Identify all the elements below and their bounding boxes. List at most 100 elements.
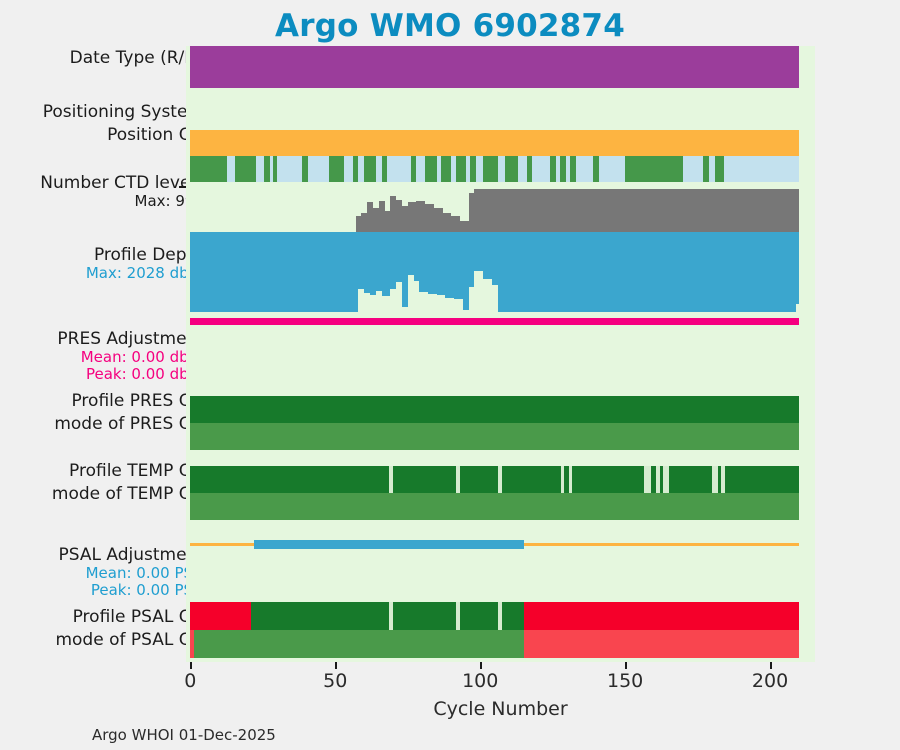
data-segment (526, 156, 533, 182)
data-segment (555, 156, 560, 182)
profile-depth-bar (497, 232, 797, 312)
data-segment (436, 156, 442, 182)
data-segment (720, 466, 726, 493)
data-segment (523, 630, 800, 658)
row-label-line: mode of TEMP QC (51, 484, 204, 504)
page-title: Argo WMO 6902874 (275, 8, 625, 44)
data-segment (625, 156, 684, 182)
row-label-line: Max: 995 (134, 192, 204, 211)
row-label-line: Profile Depth (93, 245, 204, 265)
data-segment (659, 466, 663, 493)
row-label-line: Mean: 0.00 PSU (85, 564, 204, 583)
data-segment (255, 156, 265, 182)
x-axis-ticks (186, 662, 815, 672)
data-segment (504, 156, 518, 182)
data-segment (301, 156, 308, 182)
data-segment (703, 156, 710, 182)
profile-depth-bar (419, 232, 429, 292)
profile-depth-bar (396, 232, 402, 283)
data-segment (501, 602, 524, 630)
pres-adjustment-line (190, 318, 800, 325)
row-mode-psal-qc (186, 630, 815, 658)
data-segment (441, 156, 452, 182)
row-label-number-ctd-levels: Number CTD levels Max: 995 (0, 173, 204, 211)
data-segment (375, 156, 382, 182)
profile-depth-bar (370, 232, 376, 296)
data-segment (725, 466, 800, 493)
row-psal-adjustment (186, 536, 815, 596)
data-segment (190, 602, 252, 630)
data-segment (364, 156, 376, 182)
x-tick-50 (335, 662, 337, 669)
data-segment (352, 156, 359, 182)
data-segment (575, 156, 594, 182)
data-segment (501, 466, 562, 493)
data-segment (272, 156, 278, 182)
x-tick-100 (480, 662, 482, 669)
profile-depth-bar (358, 232, 365, 290)
data-segment (532, 156, 550, 182)
profile-depth-bar (364, 232, 371, 294)
profile-depth-bar (483, 232, 492, 279)
data-segment (190, 630, 194, 658)
x-tick-200 (770, 662, 772, 669)
data-segment (709, 156, 715, 182)
data-segment (651, 466, 656, 493)
data-segment (329, 156, 344, 182)
data-segment (381, 156, 388, 182)
data-segment (497, 602, 502, 630)
data-segment (416, 156, 426, 182)
profile-depth-bar (445, 232, 455, 299)
row-label-line: Mean: 0.00 dbar (80, 348, 204, 367)
ctd-level-bar (468, 192, 475, 268)
row-label-profile-depth: Profile Depth Max: 2028 dbar (0, 245, 204, 282)
row-profile-psal-qc (186, 602, 815, 630)
row-position-qc (186, 156, 815, 182)
data-segment (470, 156, 476, 182)
data-segment (565, 156, 571, 182)
data-segment (668, 466, 713, 493)
data-segment (393, 466, 456, 493)
data-segment (277, 156, 302, 182)
row-label-line: Profile TEMP QC (69, 461, 204, 481)
x-tick-label-50: 50 (323, 670, 348, 692)
x-tick-label-100: 100 (462, 670, 499, 692)
profile-depth-bar (401, 232, 408, 307)
profile-depth-bar (462, 232, 469, 311)
data-segment (497, 156, 505, 182)
data-segment (662, 466, 669, 493)
data-segment (459, 602, 498, 630)
row-label-position-qc: Position QC (0, 125, 204, 145)
ctd-level-bar (372, 207, 379, 268)
data-segment (455, 466, 460, 493)
data-segment (270, 156, 273, 182)
data-segment (475, 156, 484, 182)
data-segment (393, 602, 456, 630)
data-segment (226, 156, 236, 182)
profile-depth-bar (375, 232, 382, 292)
row-label-line: PSAL Adjustment (58, 545, 204, 565)
row-positioning-system (186, 130, 815, 156)
row-profile-depth (186, 232, 815, 312)
row-label-profile-pres-qc: Profile PRES QC (0, 391, 204, 411)
profile-depth-bar (474, 232, 484, 272)
row-label-mode-pres-qc: mode of PRES QC (0, 414, 204, 434)
data-segment (190, 493, 800, 520)
data-segment (483, 156, 498, 182)
data-segment (190, 46, 800, 88)
row-label-line: Position QC (107, 125, 204, 145)
x-tick-0 (190, 662, 192, 669)
data-segment (497, 466, 502, 493)
data-segment (549, 156, 556, 182)
data-segment (343, 156, 353, 182)
data-segment (517, 156, 527, 182)
data-segment (190, 130, 800, 156)
data-segment (655, 466, 660, 493)
data-segment (235, 156, 256, 182)
data-segment (455, 602, 460, 630)
x-tick-label-200: 200 (751, 670, 789, 692)
data-segment (190, 156, 227, 182)
profile-depth-bar (491, 232, 498, 286)
data-segment (568, 466, 572, 493)
data-segment (571, 466, 644, 493)
